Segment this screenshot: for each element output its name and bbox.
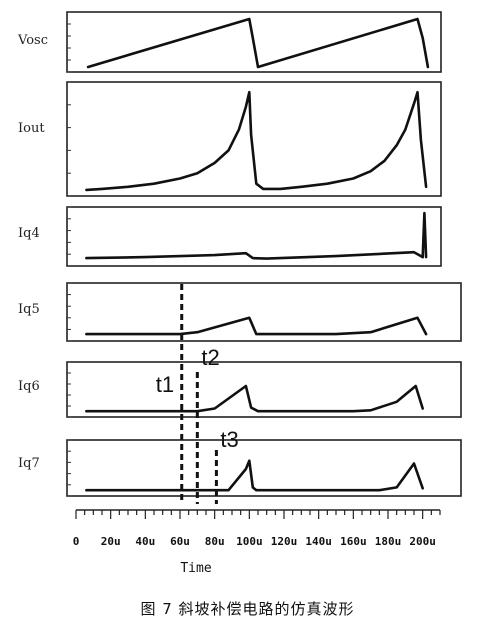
panel-frame: [66, 81, 442, 197]
x-tick-label: 60u: [170, 535, 190, 548]
x-axis: 0 20u 40u 60u 80u 100u 120u 140u 160u 180u 200u: [73, 509, 441, 548]
time-markers: t1 t2 t3: [156, 284, 239, 504]
panel-iq5: Iq5: [18, 282, 462, 342]
panel-frame: [66, 439, 462, 497]
x-tick-label: 120u: [271, 535, 298, 548]
x-tick-label: 0: [73, 535, 80, 548]
x-tick-label: 200u: [409, 535, 436, 548]
series-iq4-1: [421, 211, 428, 259]
series-iout: [85, 90, 428, 192]
panel-label-iq7: Iq7: [18, 456, 40, 471]
panel-frame: [66, 282, 462, 342]
figure-caption: 图 7 斜坡补偿电路的仿真波形: [140, 600, 355, 618]
marker-label-t1: t1: [156, 372, 174, 397]
series-iq7: [85, 459, 424, 492]
x-tick-label: 20u: [101, 535, 121, 548]
panel-vosc: Vosc: [17, 11, 442, 73]
panel-iq6: Iq6: [18, 361, 462, 418]
panel-label-iout: Iout: [18, 121, 45, 136]
x-tick-label: 40u: [135, 535, 155, 548]
panel-label-vosc: Vosc: [17, 33, 48, 48]
x-tick-label: 100u: [236, 535, 263, 548]
panel-label-iq4: Iq4: [18, 226, 40, 241]
series-vosc: [86, 17, 430, 69]
x-tick-label: 160u: [340, 535, 367, 548]
panel-iout: Iout: [18, 81, 442, 197]
series-iq6: [85, 384, 424, 413]
x-tick-label: 140u: [305, 535, 332, 548]
series-iq4-0: [85, 250, 424, 260]
panel-iq4: Iq4: [18, 206, 442, 267]
series-iq5: [85, 316, 428, 336]
marker-label-t3: t3: [220, 427, 238, 452]
panel-frame: [66, 361, 462, 418]
x-tick-label: 180u: [375, 535, 402, 548]
marker-label-t2: t2: [201, 345, 219, 370]
panel-frame: [66, 11, 442, 73]
waveform-panels: Vosc Iout Iq4 Iq5 Iq6 Iq7: [17, 11, 462, 497]
panel-frame: [66, 206, 442, 267]
x-tick-label: 80u: [205, 535, 225, 548]
panel-label-iq6: Iq6: [18, 379, 40, 394]
x-axis-label: Time: [180, 561, 211, 576]
panel-label-iq5: Iq5: [18, 302, 40, 317]
panel-iq7: Iq7: [18, 439, 462, 497]
